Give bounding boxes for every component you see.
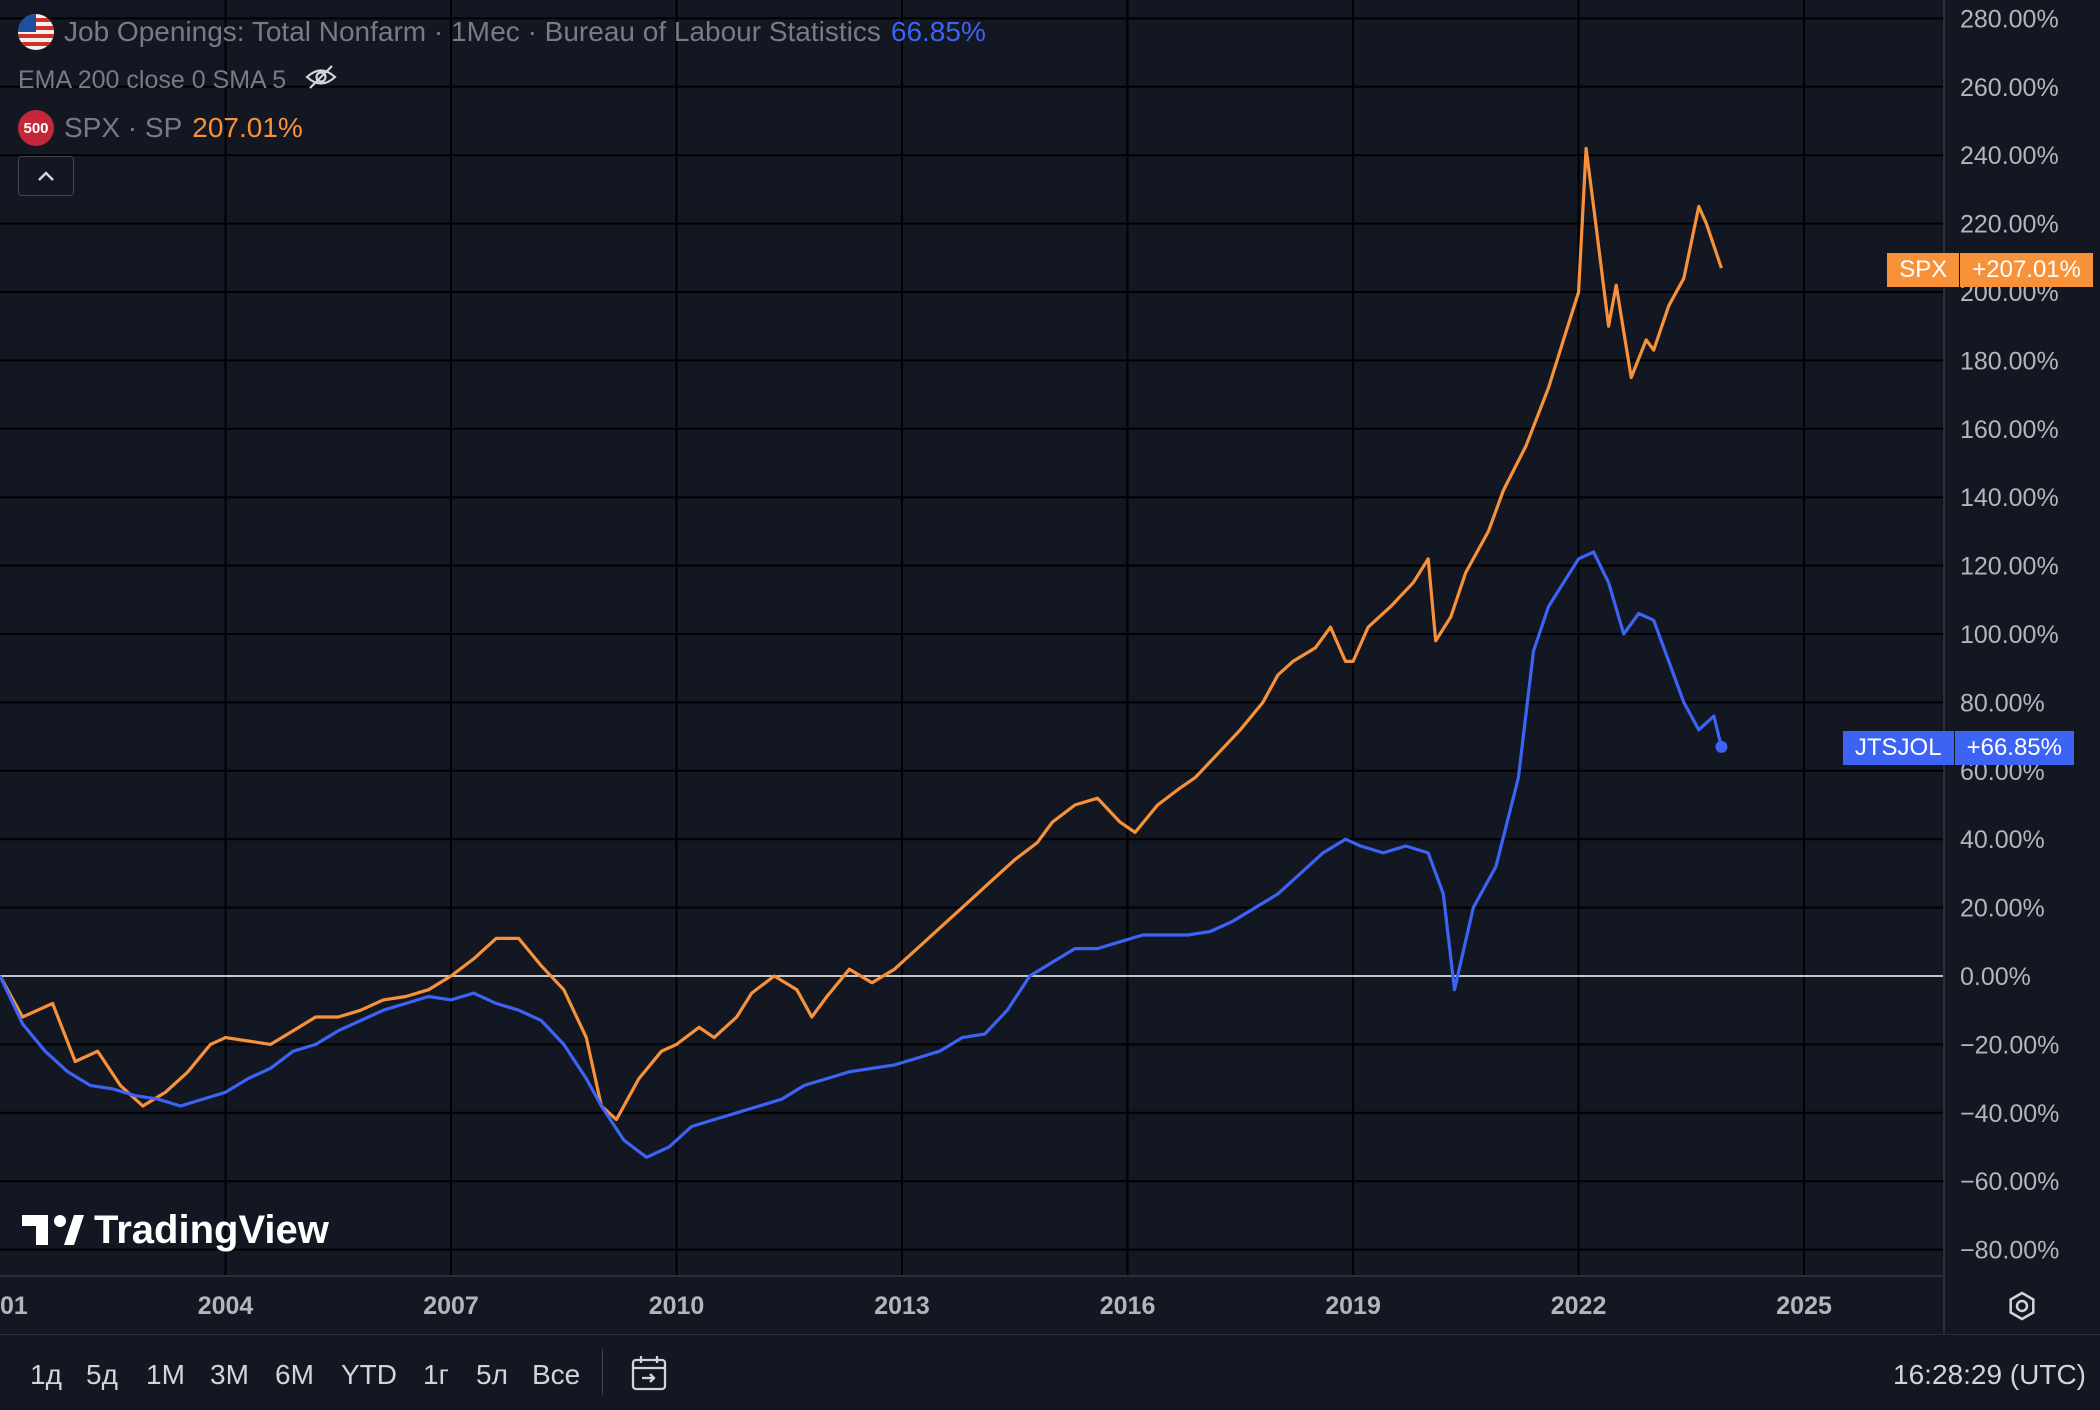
y-tick-label: −40.00% xyxy=(1960,1100,2059,1128)
x-tick-label: 2004 xyxy=(198,1292,254,1320)
x-tick-label: 2025 xyxy=(1776,1292,1832,1320)
jts-tag-value: +66.85% xyxy=(1953,731,2074,765)
x-tick-label: 2016 xyxy=(1100,1292,1156,1320)
range-5d-button[interactable]: 5д xyxy=(86,1359,118,1390)
y-tick-label: 180.00% xyxy=(1960,347,2059,375)
legend-main-value: 66.85% xyxy=(890,16,986,47)
range-1d-button[interactable]: 1д xyxy=(30,1359,62,1390)
y-tick-label: 40.00% xyxy=(1960,826,2045,854)
range-6m-button[interactable]: 6М xyxy=(275,1359,314,1390)
x-tick-label: 2007 xyxy=(423,1292,479,1320)
y-tick-label: −80.00% xyxy=(1960,1237,2059,1265)
y-tick-label: 0.00% xyxy=(1960,963,2031,991)
y-tick-label: 280.00% xyxy=(1960,5,2059,33)
y-tick-label: −20.00% xyxy=(1960,1031,2059,1059)
indicator-label: EMA 200 close 0 SMA 5 xyxy=(18,66,287,94)
legend-main-title: Job Openings: Total Nonfarm · 1Мес · Bur… xyxy=(64,16,881,47)
legend-compare-symbol: SPX · SP xyxy=(64,112,183,143)
range-ytd-button[interactable]: YTD xyxy=(341,1359,397,1390)
range-3m-button[interactable]: 3М xyxy=(210,1359,249,1390)
x-tick-label: 2022 xyxy=(1551,1292,1607,1320)
y-tick-label: 160.00% xyxy=(1960,416,2059,444)
y-tick-label: 140.00% xyxy=(1960,484,2059,512)
x-tick-label: 2013 xyxy=(874,1292,930,1320)
x-tick-label: 01 xyxy=(0,1292,28,1320)
bottom-toolbar: 1д 5д 1М 3М 6М YTD 1г 5л Все 16:28:29 (U… xyxy=(0,1334,2100,1410)
y-tick-label: 20.00% xyxy=(1960,895,2045,923)
series-layer xyxy=(0,146,1728,1159)
jts-tag-name: JTSJOL xyxy=(1842,731,1954,765)
x-tick-label: 2010 xyxy=(649,1292,705,1320)
spx-price-tag: SPX +207.01% xyxy=(1887,253,2093,287)
goto-date-calendar-icon[interactable] xyxy=(630,1353,670,1398)
series-line-jtsjol xyxy=(0,550,1723,1159)
eye-hidden-icon[interactable] xyxy=(304,64,338,97)
chevron-up-icon xyxy=(38,171,54,181)
y-tick-label: 100.00% xyxy=(1960,621,2059,649)
legend-compare[interactable]: 500 SPX · SP 207.01% xyxy=(18,110,303,146)
settings-gear-icon[interactable] xyxy=(2009,1291,2035,1321)
tradingview-logo[interactable]: TradingView xyxy=(22,1208,329,1253)
y-tick-label: −60.00% xyxy=(1960,1168,2059,1196)
legend-indicators[interactable]: EMA 200 close 0 SMA 5 xyxy=(18,64,338,97)
us-flag-icon xyxy=(18,14,54,50)
spx-tag-value: +207.01% xyxy=(1959,253,2093,287)
range-1y-button[interactable]: 1г xyxy=(423,1359,449,1390)
logo-text: TradingView xyxy=(94,1208,329,1252)
legend-collapse-button[interactable] xyxy=(18,156,74,196)
jts-price-tag: JTSJOL +66.85% xyxy=(1842,731,2074,765)
y-tick-label: 80.00% xyxy=(1960,689,2045,717)
grid xyxy=(0,0,1944,1276)
legend-main[interactable]: Job Openings: Total Nonfarm · 1Мес · Bur… xyxy=(18,14,986,50)
range-1m-button[interactable]: 1М xyxy=(146,1359,185,1390)
tradingview-logo-icon xyxy=(22,1214,84,1245)
y-tick-label: 240.00% xyxy=(1960,142,2059,170)
y-tick-label: 260.00% xyxy=(1960,74,2059,102)
series-line-spx xyxy=(0,146,1723,1122)
y-tick-label: 220.00% xyxy=(1960,211,2059,239)
x-tick-label: 2019 xyxy=(1325,1292,1381,1320)
range-all-button[interactable]: Все xyxy=(532,1359,581,1390)
toolbar-divider xyxy=(602,1349,603,1395)
spx-tag-name: SPX xyxy=(1887,253,1960,287)
clock-timezone[interactable]: 16:28:29 (UTC) xyxy=(1893,1359,2086,1390)
y-tick-label: 120.00% xyxy=(1960,553,2059,581)
sp500-badge-icon: 500 xyxy=(18,110,54,146)
legend-compare-value: 207.01% xyxy=(192,112,303,143)
time-scale[interactable]: 01 2004 2007 2010 2013 2016 2019 2022 2025 xyxy=(0,1292,1832,1320)
series-last-point-jtsjol xyxy=(1715,740,1728,753)
range-5y-button[interactable]: 5л xyxy=(476,1359,508,1390)
